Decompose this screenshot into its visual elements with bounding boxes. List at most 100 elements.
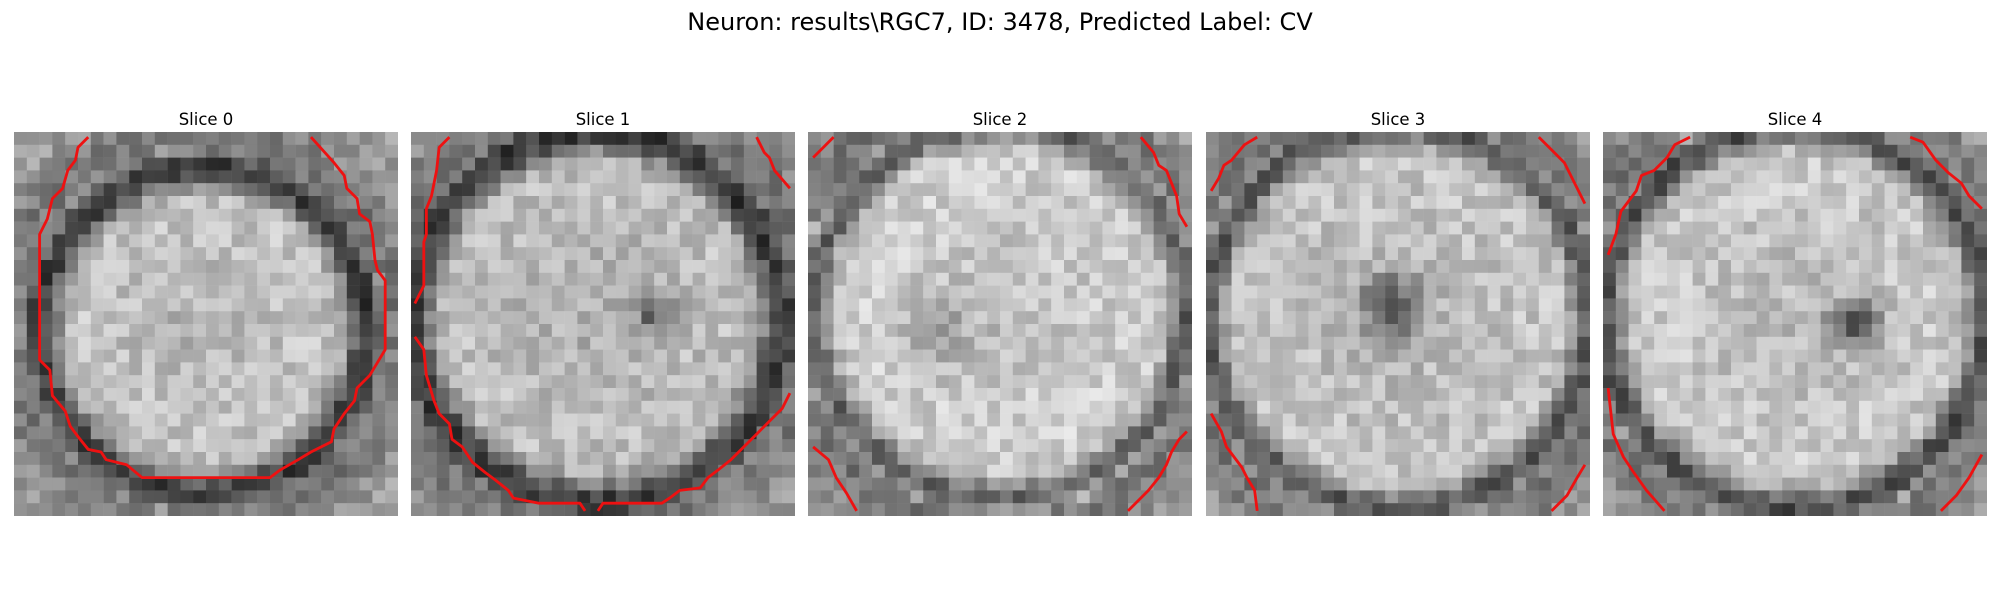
image-pixel	[923, 413, 937, 427]
image-pixel	[1769, 439, 1783, 453]
image-pixel	[603, 388, 617, 402]
image-pixel	[1679, 144, 1693, 158]
image-pixel	[936, 362, 950, 376]
image-pixel	[859, 311, 873, 325]
image-pixel	[974, 170, 988, 184]
image-pixel	[193, 477, 207, 491]
image-pixel	[142, 503, 156, 516]
image-pixel	[385, 388, 398, 402]
image-pixel	[1270, 208, 1284, 222]
image-pixel	[1076, 170, 1090, 184]
image-pixel	[679, 464, 693, 478]
image-pixel	[641, 157, 655, 171]
image-pixel	[1615, 349, 1629, 363]
image-pixel	[39, 388, 53, 402]
image-pixel	[897, 272, 911, 286]
image-pixel	[1257, 400, 1271, 414]
image-pixel	[1102, 426, 1116, 440]
image-pixel	[1308, 221, 1322, 235]
image-pixel	[180, 157, 194, 171]
image-pixel	[1513, 311, 1527, 325]
image-pixel	[487, 170, 501, 184]
image-pixel	[1897, 477, 1911, 491]
image-pixel	[641, 388, 655, 402]
image-pixel	[1846, 170, 1860, 184]
image-pixel	[52, 426, 66, 440]
image-pixel	[1679, 221, 1693, 235]
image-pixel	[1641, 298, 1655, 312]
image-pixel	[1206, 234, 1220, 248]
image-pixel	[257, 234, 271, 248]
image-pixel	[1743, 477, 1757, 491]
image-pixel	[1692, 400, 1706, 414]
image-pixel	[1270, 298, 1284, 312]
image-pixel	[52, 196, 66, 210]
image-pixel	[1025, 324, 1039, 338]
image-pixel	[692, 157, 706, 171]
image-pixel	[295, 413, 309, 427]
image-pixel	[1076, 388, 1090, 402]
image-pixel	[641, 349, 655, 363]
image-pixel	[372, 144, 386, 158]
image-pixel	[1654, 221, 1668, 235]
image-pixel	[1948, 183, 1962, 197]
image-pixel	[1231, 221, 1245, 235]
image-pixel	[1603, 439, 1617, 453]
image-pixel	[731, 208, 745, 222]
image-pixel	[1807, 388, 1821, 402]
image-pixel	[551, 144, 565, 158]
image-pixel	[1346, 311, 1360, 325]
image-pixel	[1436, 375, 1450, 389]
image-pixel	[551, 196, 565, 210]
image-pixel	[1166, 260, 1180, 274]
image-pixel	[1102, 234, 1116, 248]
image-pixel	[257, 208, 271, 222]
image-pixel	[948, 157, 962, 171]
image-pixel	[948, 349, 962, 363]
image-pixel	[1474, 298, 1488, 312]
image-pixel	[1538, 157, 1552, 171]
image-pixel	[282, 400, 296, 414]
image-pixel	[1807, 349, 1821, 363]
image-pixel	[1603, 503, 1617, 516]
image-pixel	[257, 362, 271, 376]
image-pixel	[1731, 183, 1745, 197]
image-pixel	[282, 477, 296, 491]
image-pixel	[154, 490, 168, 504]
image-pixel	[1692, 157, 1706, 171]
image-pixel	[1756, 426, 1770, 440]
image-pixel	[910, 272, 924, 286]
image-pixel	[295, 349, 309, 363]
image-pixel	[603, 221, 617, 235]
image-pixel	[539, 208, 553, 222]
image-pixel	[1244, 439, 1258, 453]
image-pixel	[1654, 234, 1668, 248]
image-pixel	[1974, 234, 1987, 248]
image-pixel	[1910, 400, 1924, 414]
image-pixel	[1346, 503, 1360, 516]
image-pixel	[462, 362, 476, 376]
image-pixel	[1372, 221, 1386, 235]
image-pixel	[1846, 362, 1860, 376]
image-pixel	[1833, 247, 1847, 261]
image-pixel	[1231, 413, 1245, 427]
image-pixel	[462, 388, 476, 402]
image-pixel	[1270, 196, 1284, 210]
image-pixel	[244, 336, 258, 350]
image-pixel	[1833, 183, 1847, 197]
image-pixel	[1270, 362, 1284, 376]
image-pixel	[1820, 132, 1834, 146]
image-pixel	[1692, 170, 1706, 184]
image-pixel	[1551, 400, 1565, 414]
image-pixel	[615, 234, 629, 248]
image-pixel	[1385, 272, 1399, 286]
image-pixel	[1372, 157, 1386, 171]
image-pixel	[1115, 144, 1129, 158]
image-pixel	[820, 388, 834, 402]
image-pixel	[1166, 362, 1180, 376]
image-pixel	[1667, 311, 1681, 325]
image-pixel	[1051, 183, 1065, 197]
image-pixel	[1551, 426, 1565, 440]
image-pixel	[1564, 324, 1578, 338]
image-pixel	[270, 247, 284, 261]
